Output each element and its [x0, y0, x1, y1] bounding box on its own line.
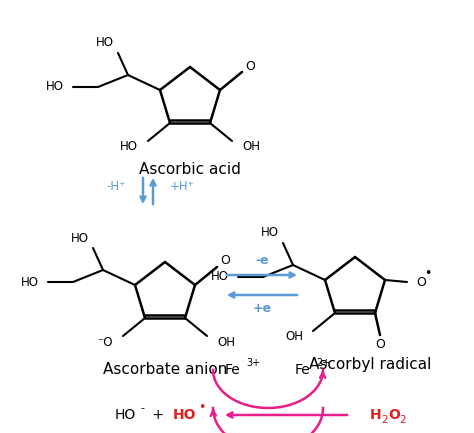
- Text: +H⁺: +H⁺: [170, 180, 195, 193]
- Text: HO: HO: [173, 408, 197, 422]
- Text: •: •: [198, 401, 205, 414]
- Text: HO: HO: [120, 140, 138, 154]
- Text: HO: HO: [261, 226, 279, 239]
- Text: HO: HO: [71, 232, 89, 245]
- Text: -e: -e: [255, 255, 269, 268]
- Text: +e: +e: [253, 303, 272, 316]
- Text: OH: OH: [285, 330, 303, 343]
- Text: ⁻O: ⁻O: [98, 336, 113, 349]
- Text: HO: HO: [46, 81, 64, 94]
- Text: O: O: [245, 59, 255, 72]
- Text: O: O: [388, 408, 400, 422]
- Text: -: -: [140, 403, 144, 413]
- Text: Fe: Fe: [225, 363, 241, 377]
- Text: 3+: 3+: [246, 358, 260, 368]
- Text: HO: HO: [96, 36, 114, 49]
- Text: 2: 2: [399, 415, 406, 425]
- Text: HO: HO: [114, 408, 136, 422]
- Text: Fe: Fe: [295, 363, 311, 377]
- Text: Ascorbyl radical: Ascorbyl radical: [309, 358, 431, 372]
- Text: H: H: [370, 408, 382, 422]
- Text: •: •: [424, 268, 432, 281]
- Text: OH: OH: [242, 140, 260, 154]
- Text: HO: HO: [21, 275, 39, 288]
- Text: O: O: [416, 275, 426, 288]
- Text: 2: 2: [381, 415, 388, 425]
- Text: -H⁺: -H⁺: [107, 180, 126, 193]
- Text: +: +: [148, 408, 168, 422]
- Text: O: O: [220, 255, 230, 268]
- Text: OH: OH: [217, 336, 235, 349]
- Text: Ascorbic acid: Ascorbic acid: [139, 162, 241, 178]
- Text: 2+: 2+: [316, 358, 330, 368]
- Text: Ascorbate anion: Ascorbate anion: [103, 362, 227, 378]
- Text: HO: HO: [211, 271, 229, 284]
- Text: O: O: [375, 339, 385, 352]
